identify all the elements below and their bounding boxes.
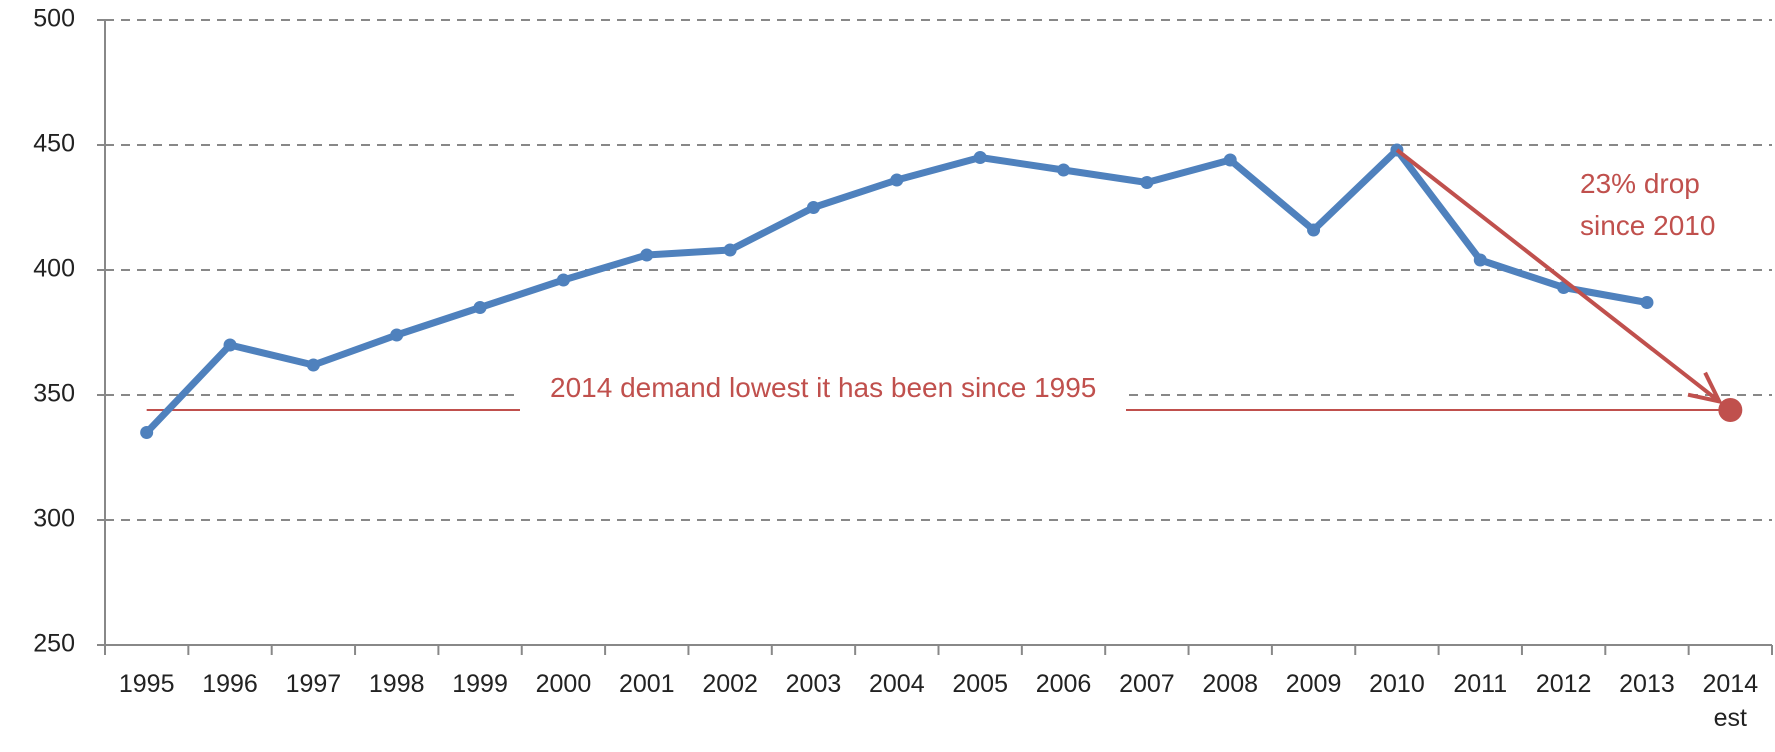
drop-arrow bbox=[1395, 148, 1721, 403]
y-tick-label: 300 bbox=[33, 505, 75, 533]
x-tick-label: 2013 bbox=[1619, 670, 1675, 698]
x-tick-label: 1998 bbox=[368, 670, 425, 698]
x-tick-label: 2010 bbox=[1369, 670, 1425, 698]
y-tick-label: 400 bbox=[33, 255, 75, 283]
data-point bbox=[473, 301, 487, 314]
data-point bbox=[640, 248, 654, 262]
data-point bbox=[806, 201, 820, 214]
data-point bbox=[973, 151, 987, 164]
data-point bbox=[1307, 223, 1321, 237]
x-tick-label: 2000 bbox=[535, 670, 592, 698]
arrow-head bbox=[1687, 371, 1723, 405]
data-point bbox=[140, 426, 154, 439]
x-tick-label: 2004 bbox=[869, 670, 925, 698]
annotation: 2014 demand lowest it has been since 199… bbox=[520, 363, 1127, 413]
x-tick-label: 2002 bbox=[702, 670, 758, 698]
data-point bbox=[556, 273, 570, 287]
x-tick-label: 1996 bbox=[202, 670, 258, 698]
y-tick-label: 500 bbox=[33, 5, 75, 33]
x-tick-label: 2012 bbox=[1535, 670, 1592, 698]
x-tick-label: 1999 bbox=[452, 670, 508, 698]
data-point bbox=[306, 358, 320, 372]
data-point bbox=[223, 338, 237, 352]
data-point bbox=[1057, 163, 1071, 177]
data-point bbox=[1223, 153, 1237, 167]
x-tick-label: 2007 bbox=[1119, 670, 1175, 698]
data-point bbox=[1140, 176, 1154, 189]
x-tick-label: 2006 bbox=[1035, 670, 1092, 698]
data-point bbox=[1640, 296, 1654, 309]
data-point bbox=[1718, 398, 1743, 422]
y-tick-label: 250 bbox=[33, 630, 75, 658]
data-point bbox=[890, 173, 904, 187]
y-tick-label: 350 bbox=[33, 380, 75, 408]
annotation: 23% drop since 2010 bbox=[1580, 168, 1716, 241]
x-tick-label: 2008 bbox=[1202, 670, 1259, 698]
x-tick-label: 2005 bbox=[952, 670, 1008, 698]
data-point bbox=[723, 243, 737, 257]
x-tick-label: 2014 est bbox=[1702, 670, 1759, 732]
x-tick-label: 2011 bbox=[1453, 670, 1508, 698]
y-tick-label: 450 bbox=[33, 130, 75, 158]
x-tick-label: 1997 bbox=[285, 670, 342, 698]
x-tick-label: 2009 bbox=[1285, 670, 1342, 698]
x-tick-label: 2003 bbox=[785, 670, 842, 698]
x-tick-label: 1995 bbox=[118, 670, 175, 698]
data-point bbox=[1473, 253, 1487, 267]
x-tick-label: 2001 bbox=[618, 670, 675, 698]
data-point bbox=[390, 328, 404, 342]
